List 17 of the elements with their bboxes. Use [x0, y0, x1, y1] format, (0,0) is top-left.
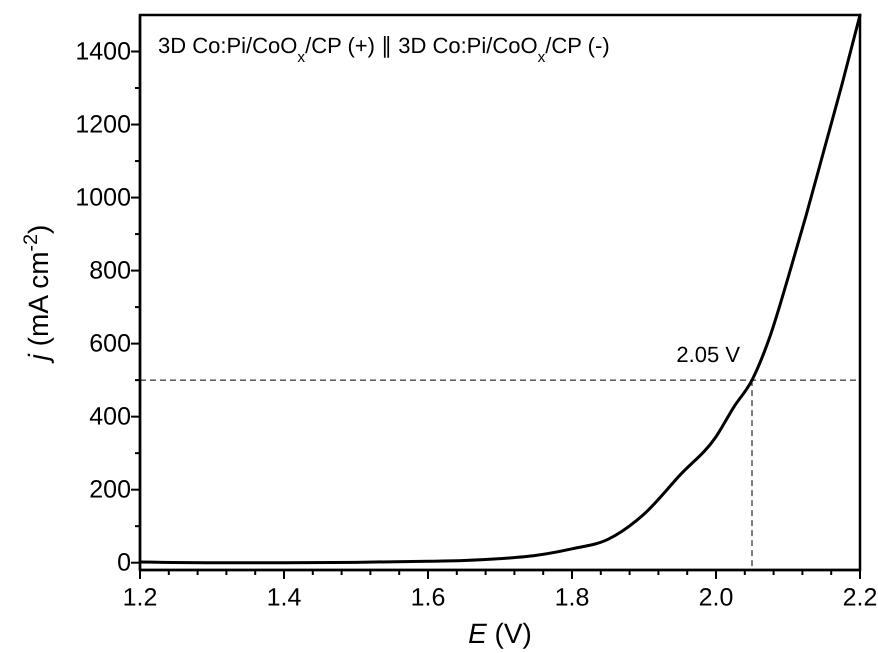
x-tick-label: 2.2	[842, 583, 878, 612]
y-tick-label: 200	[89, 476, 131, 504]
x-tick-label: 1.8	[554, 583, 590, 612]
x-tick-label: 1.6	[410, 583, 446, 612]
x-tick-label: 1.4	[266, 583, 302, 612]
y-tick-label: 1000	[75, 184, 131, 212]
annotation: 3D Co:Pi/CoO$_{x}$/CP (+) ∥ 3D Co:Pi/CoO$_{x}$/CP (-)	[158, 33, 610, 66]
x-tick-label: 2.0	[698, 583, 734, 612]
ref-line-label: 2.05 V	[676, 342, 740, 368]
y-tick-label: 400	[89, 402, 131, 431]
y-tick-label: 800	[89, 256, 131, 285]
y-tick-label: 600	[89, 330, 131, 358]
y-tick-label: 1200	[75, 110, 131, 139]
x-tick-label: 1.2	[122, 583, 158, 612]
x-axis-title: E (V)	[468, 618, 532, 649]
y-tick-label: 0	[117, 548, 131, 577]
y-tick-label: 1400	[75, 38, 131, 66]
